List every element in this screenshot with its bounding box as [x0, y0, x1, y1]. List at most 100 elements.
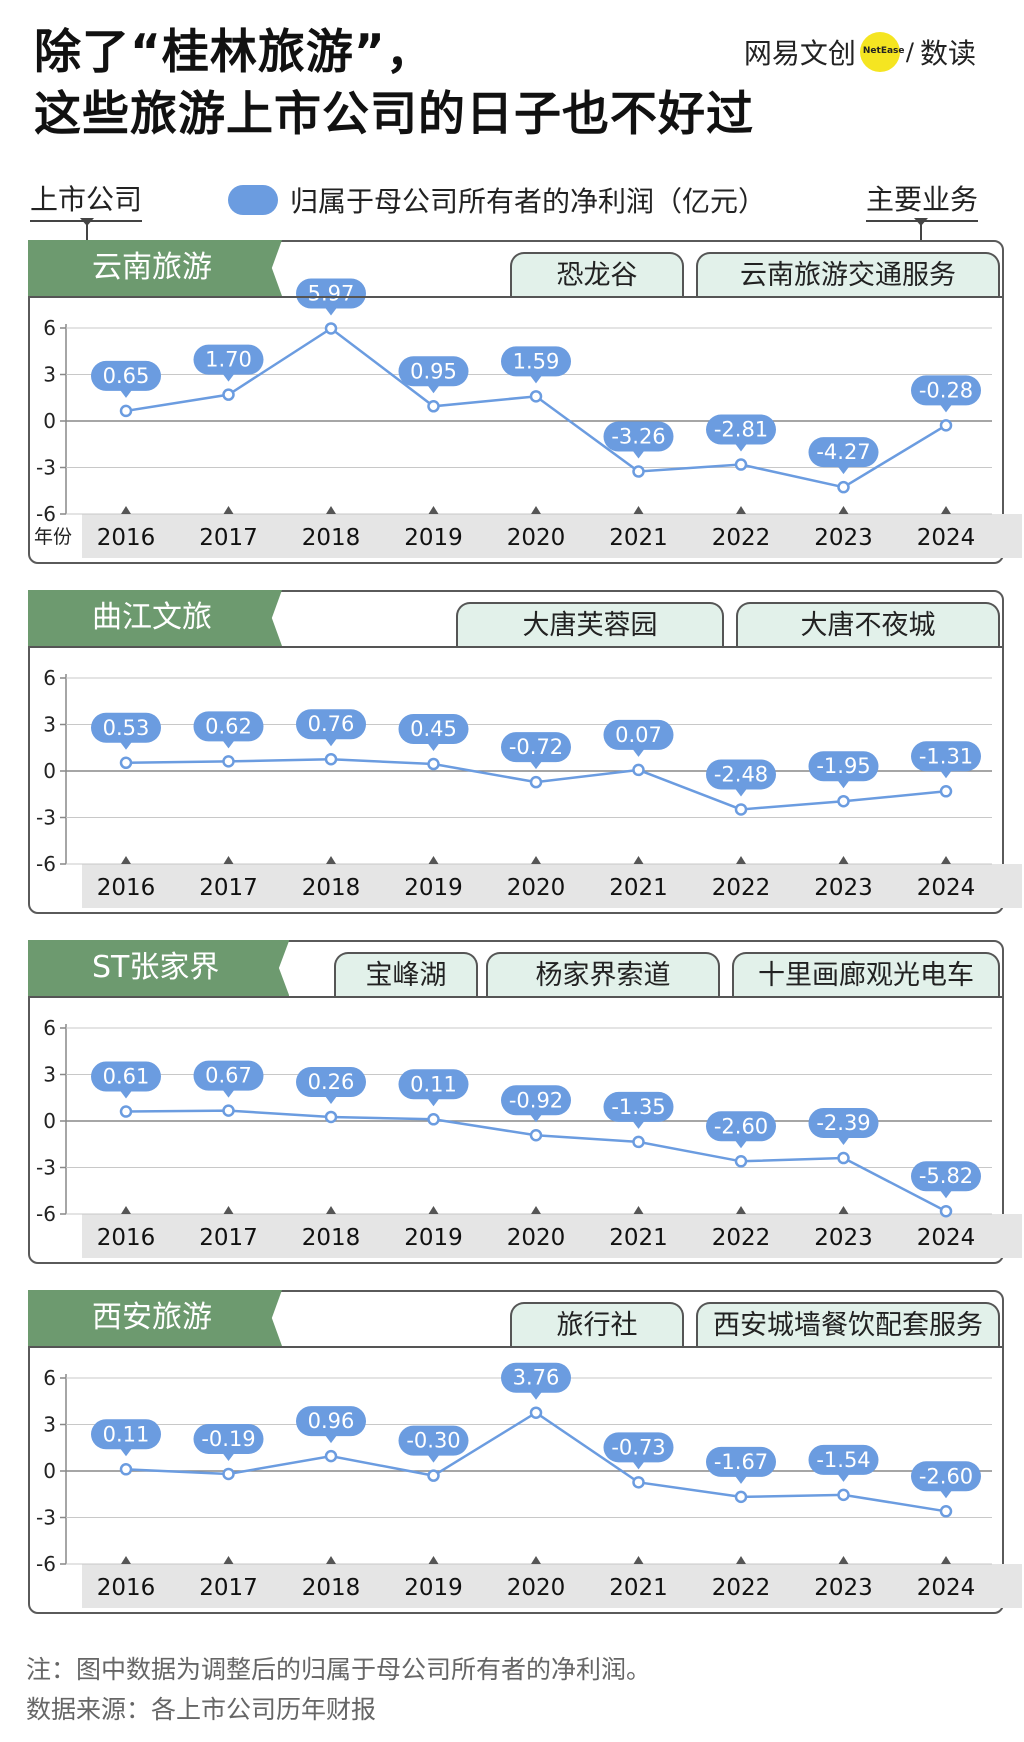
data-label-pointer	[120, 1448, 132, 1457]
year-marker	[531, 1206, 541, 1214]
footnote-source: 数据来源：各上市公司历年财报	[26, 1695, 377, 1724]
data-label-pointer	[222, 1452, 235, 1461]
company-name: 西安旅游	[28, 1290, 282, 1346]
x-tick-label: 2018	[302, 875, 361, 901]
data-point	[222, 1104, 235, 1117]
year-marker	[223, 1556, 234, 1564]
chart-panel: ST张家界 宝峰湖 杨家界索道 十里画廊观光电车 6 3 0 -3 -6 0.61 0.67 0.26…	[28, 940, 1022, 1264]
line-chart: 6 3 0 -3 -6 0.65 1.70 5.97 0.95 1.59 -3.26 -2.81 -4.…	[34, 278, 992, 551]
data-label-bubble	[501, 346, 571, 377]
business-tab: 大唐不夜城	[736, 602, 1000, 648]
y-tick-label: -3	[36, 1506, 56, 1530]
brand-logo: 网易文创 NetEase / 数读	[744, 32, 976, 72]
data-label-pointer	[325, 738, 337, 747]
data-label: -2.81	[714, 418, 768, 442]
panel-header-divider	[30, 996, 1002, 998]
data-point	[837, 480, 850, 494]
data-label: -0.28	[919, 378, 973, 402]
data-point	[324, 752, 338, 766]
y-tick-label: 0	[43, 759, 56, 783]
business-tab: 恐龙谷	[510, 252, 684, 298]
line-chart: 6 3 0 -3 -6 0.53 0.62 0.76 0.45 -0.72 0.07 -2.48 -1.…	[36, 666, 992, 901]
data-label-pointer	[940, 1190, 952, 1199]
x-tick-label: 2020	[507, 875, 566, 901]
data-label-pointer	[632, 1461, 645, 1470]
year-axis-band	[82, 864, 1022, 908]
data-label-bubble	[706, 414, 776, 445]
data-label-bubble	[808, 437, 879, 468]
data-label: -1.31	[919, 744, 973, 768]
x-tick-label: 2023	[814, 875, 873, 901]
y-tick-label: 6	[43, 1016, 56, 1040]
data-label-pointer	[837, 466, 850, 475]
x-tick-label: 2024	[917, 1225, 976, 1251]
year-axis-band	[82, 514, 1022, 558]
data-label-pointer	[735, 443, 747, 452]
company-name: 曲江文旅	[28, 590, 282, 646]
data-label-pointer	[837, 1473, 850, 1482]
data-label-pointer	[427, 1454, 440, 1463]
data-label-bubble	[193, 1423, 264, 1454]
x-tick-label: 2018	[302, 525, 361, 551]
data-label-pointer	[325, 1095, 337, 1104]
data-label-bubble	[193, 711, 264, 742]
data-point	[837, 794, 850, 808]
data-label: 0.62	[205, 714, 252, 738]
data-label-bubble	[91, 1419, 161, 1450]
year-marker	[941, 1556, 951, 1564]
data-label: -1.35	[611, 1095, 665, 1119]
line-chart: 6 3 0 -3 -6 0.61 0.67 0.26 0.11 -0.92 -1.35 -2.60 -2…	[36, 1016, 992, 1251]
y-tick-label: 3	[43, 1063, 56, 1087]
data-label-bubble	[398, 1069, 469, 1100]
x-tick-label: 2022	[712, 875, 771, 901]
y-tick-label: -3	[36, 456, 56, 480]
year-marker	[633, 856, 644, 864]
data-point	[939, 785, 953, 798]
year-marker	[736, 506, 746, 514]
year-marker	[121, 506, 131, 514]
data-label-bubble	[296, 709, 366, 740]
data-label-pointer	[735, 788, 747, 797]
title-line-2: 这些旅游上市公司的日子也不好过	[34, 87, 754, 142]
data-label: 0.67	[205, 1064, 252, 1088]
data-point	[734, 1490, 748, 1504]
data-label-bubble	[296, 1066, 366, 1097]
legend-label: 归属于母公司所有者的净利润（亿元）	[290, 185, 767, 218]
business-tab: 宝峰湖	[334, 952, 478, 998]
page-title: 除了“桂林旅游”， 这些旅游上市公司的日子也不好过	[34, 22, 754, 146]
data-label: -1.67	[714, 1450, 768, 1474]
data-label: -0.72	[509, 735, 563, 759]
year-marker	[223, 1206, 234, 1214]
data-label: -1.95	[816, 754, 870, 778]
business-tab: 旅行社	[510, 1302, 684, 1348]
data-label-bubble	[296, 278, 366, 309]
data-point	[427, 757, 440, 771]
company-name: ST张家界	[28, 940, 290, 996]
x-tick-label: 2016	[97, 875, 156, 901]
x-tick-label: 2017	[199, 875, 258, 901]
panel-header-divider	[30, 1346, 1002, 1348]
data-label: -2.60	[919, 1464, 973, 1488]
year-marker	[428, 856, 439, 864]
x-tick-label: 2020	[507, 1575, 566, 1601]
data-point	[632, 1135, 645, 1149]
data-label-bubble	[911, 741, 981, 772]
data-label: -3.26	[611, 425, 665, 449]
data-label-bubble	[398, 1425, 469, 1456]
y-tick-label: -6	[36, 1552, 56, 1576]
pointer-icon	[80, 218, 94, 240]
y-tick-label: 3	[43, 1413, 56, 1437]
y-tick-label: -6	[36, 852, 56, 876]
data-point	[632, 465, 645, 478]
y-tick-label: 0	[43, 409, 56, 433]
year-marker	[736, 1206, 746, 1214]
x-tick-label: 2023	[814, 1225, 873, 1251]
data-label: -5.82	[919, 1164, 973, 1188]
company-name: 云南旅游	[28, 240, 282, 296]
data-label-pointer	[837, 780, 850, 789]
data-label-bubble	[603, 1091, 674, 1122]
data-label-bubble	[501, 732, 571, 763]
data-point	[222, 388, 235, 401]
data-label: 3.76	[513, 1366, 560, 1390]
data-point	[119, 756, 133, 770]
